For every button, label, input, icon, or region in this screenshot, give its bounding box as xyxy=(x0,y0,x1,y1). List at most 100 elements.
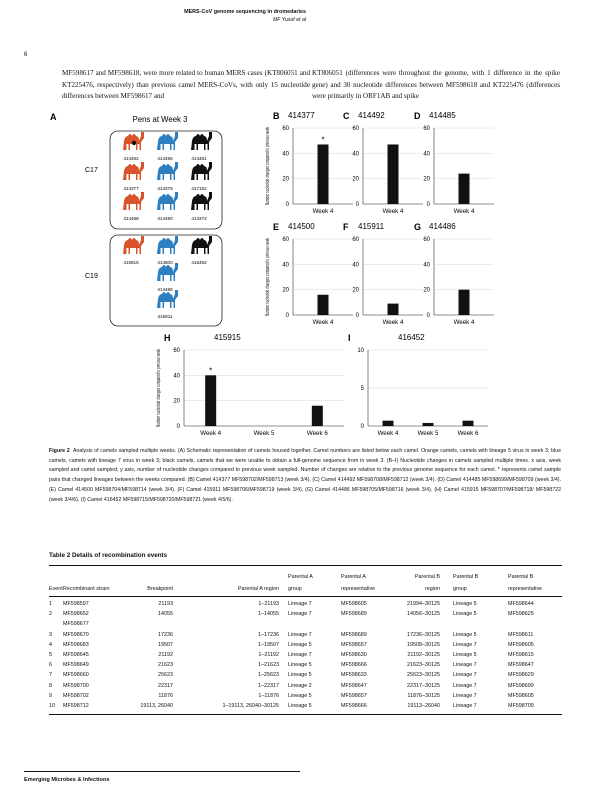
table-cell: MF598630 xyxy=(341,652,367,658)
bar-panel-g: G 414486 0 20 40 60 Week 4 xyxy=(414,222,494,326)
table-cell: 25623–30125 xyxy=(407,672,440,679)
running-title: MERS-CoV genome sequencing in dromedarie… xyxy=(184,9,306,15)
table-cell: 6 xyxy=(49,662,52,669)
y-tick-label: 0 xyxy=(356,313,360,319)
table-cell: MF598689 xyxy=(341,631,367,638)
panel-title: 414486 xyxy=(429,222,456,231)
camel-id: 414500 xyxy=(157,260,173,265)
table-header-cell: Parental A xyxy=(341,574,366,580)
x-tick-label: Week 4 xyxy=(378,430,399,437)
journal-name: Emerging Microbes & Infections xyxy=(24,777,110,783)
bar xyxy=(458,289,470,315)
figure-2: A Pens at Week 3 C17 414492 414485 414481 4143… xyxy=(50,111,494,437)
page-number: 6 xyxy=(24,52,28,58)
panel-title: 414377 xyxy=(288,111,315,120)
table-cell: 17236 xyxy=(158,631,173,638)
running-authors: MF Yusof et al xyxy=(272,17,306,23)
table-cell: 21623 xyxy=(158,662,173,669)
table-cell: Lineage 2 xyxy=(288,682,312,689)
table-cell: 4 xyxy=(49,641,52,648)
table-rule xyxy=(49,565,562,566)
y-axis-label: Number nucleotide changes compared to pr… xyxy=(156,349,162,427)
bar xyxy=(317,144,329,204)
table-cell: Lineage 7 xyxy=(453,692,477,699)
y-tick-label: 40 xyxy=(173,373,180,379)
table-cell: MF598647 xyxy=(341,682,367,689)
panel-letter: B xyxy=(273,111,280,121)
x-tick-label: Week 4 xyxy=(454,319,475,326)
table-cell: MF598712 xyxy=(63,703,89,709)
bar-panel-b: B 414377 0 20 40 60 Week 4 * Number nucleotide c… xyxy=(265,111,353,215)
y-axis-label: Number nucleotide changes compared to pr… xyxy=(265,127,271,205)
x-tick-label: Week 6 xyxy=(307,430,328,437)
table-header-cell: Parental A region xyxy=(237,586,279,592)
panel-title: 414492 xyxy=(358,111,385,120)
table-cell: MF598615 xyxy=(508,652,534,658)
table-cell: MF598709 xyxy=(508,703,534,709)
table-cell: 9 xyxy=(49,692,52,699)
table-cell: 7 xyxy=(49,672,52,679)
y-tick-label: 60 xyxy=(352,126,359,132)
y-tick-label: 40 xyxy=(423,262,430,268)
panel-title: 414500 xyxy=(288,222,315,231)
table-cell: 19113–26040 xyxy=(407,703,440,709)
table-cell: Lineage 5 xyxy=(288,672,312,679)
camel-id: 416452 xyxy=(191,260,207,265)
table-header-cell: representative xyxy=(341,586,376,592)
table-cell: 25623 xyxy=(158,672,173,679)
table-cell: Lineage 7 xyxy=(453,672,477,679)
y-tick-label: 40 xyxy=(282,262,289,268)
y-tick-label: 40 xyxy=(352,262,359,268)
asterisk-annotation: * xyxy=(209,366,212,375)
panel-letter: G xyxy=(414,222,421,232)
table-cell: 1–11876 xyxy=(258,692,279,699)
camel-id: 417152 xyxy=(191,186,207,191)
table-cell: 1–19507 xyxy=(258,641,279,648)
panel-a-schematic: A Pens at Week 3 C17 414492 414485 414481 4143… xyxy=(50,112,223,327)
table-cell: MF598611 xyxy=(508,631,534,638)
bar xyxy=(311,405,323,426)
body-text-right: KT806051 (differences were throughout th… xyxy=(312,69,560,101)
x-tick-label: Week 5 xyxy=(254,430,275,437)
camel-id: 414492 xyxy=(123,156,139,161)
table-cell: MF598683 xyxy=(63,641,89,648)
camel-icon xyxy=(191,162,212,180)
bar-chart-panels: B 414377 0 20 40 60 Week 4 * Number nucleotide c… xyxy=(156,111,494,437)
table-cell: Lineage 5 xyxy=(288,692,312,699)
table-cell: MF598670 xyxy=(63,631,89,638)
table-cell: 14056–30125 xyxy=(407,611,440,618)
table-cell: Lineage 7 xyxy=(288,631,312,638)
table-header-cell: group xyxy=(288,586,302,592)
y-tick-label: 20 xyxy=(282,288,289,294)
table-cell: 21994–30125 xyxy=(407,601,440,607)
bar-panel-f: F 415911 0 20 40 60 Week 4 xyxy=(343,222,423,326)
table-cell: MF598625 xyxy=(508,611,534,618)
y-tick-label: 60 xyxy=(173,348,180,354)
camel-icon xyxy=(191,132,212,150)
panel-a-title: Pens at Week 3 xyxy=(133,115,188,124)
body-text-left: MF598617 and MF598618, were more related… xyxy=(62,69,310,101)
table-header-cell: group xyxy=(453,586,467,592)
table-cell: 1–22317 xyxy=(258,682,279,689)
camel-id: 414498 xyxy=(123,216,139,221)
figure-caption: Figure 2 Analysis of camels sampled mult… xyxy=(49,447,561,505)
panel-letter: E xyxy=(273,222,279,232)
table-cell: Lineage 7 xyxy=(453,662,477,669)
panel-title: 415911 xyxy=(358,222,385,231)
camel-icon xyxy=(157,132,178,150)
table-cell: 17236–30125 xyxy=(407,631,440,638)
y-tick-label: 10 xyxy=(357,348,364,354)
y-tick-label: 20 xyxy=(173,399,180,405)
camel-id: 414486 xyxy=(157,287,173,292)
x-tick-label: Week 4 xyxy=(383,208,404,215)
table-cell: MF598677 xyxy=(63,621,89,628)
camel-id: 414379 xyxy=(157,186,173,191)
caption-label: Figure 2 xyxy=(49,448,70,454)
panel-letter: D xyxy=(414,111,421,121)
table-cell: MF598700 xyxy=(63,682,89,689)
table-cell: MF598647 xyxy=(508,662,534,669)
pen-label: C19 xyxy=(85,273,98,280)
table-cell: 5 xyxy=(49,652,52,658)
table-cell: 22317 xyxy=(158,682,173,689)
y-tick-label: 20 xyxy=(352,288,359,294)
